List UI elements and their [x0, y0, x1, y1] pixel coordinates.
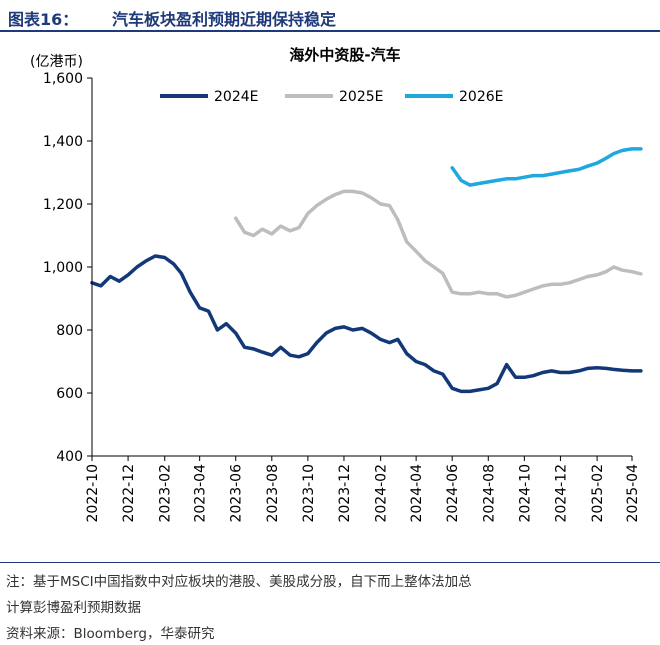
bottom-divider [0, 562, 660, 563]
top-divider [0, 30, 660, 32]
plot-area [90, 147, 643, 394]
x-tick-label: 2023-12 [337, 464, 353, 523]
y-tick-label: 600 [56, 386, 83, 402]
x-axis: 2022-10 2022-12 2023-02 2023-04 2023-06 2023-… [85, 455, 641, 523]
y-tick-label: 1,000 [43, 260, 83, 276]
x-tick-label: 2025-04 [625, 464, 641, 523]
legend-label-2026E: 2026E [459, 89, 503, 105]
x-tick-label: 2025-02 [590, 464, 606, 523]
line-chart: (亿港币) 海外中资股-汽车 2024E 2025E 2026E 400 600 800… [30, 46, 643, 523]
figure-label: 图表16： [8, 10, 79, 29]
x-tick-label: 2023-02 [158, 464, 174, 523]
legend: 2024E 2025E 2026E [160, 89, 503, 105]
x-tick-label: 2024-08 [481, 464, 497, 523]
x-tick-label: 2023-10 [301, 464, 317, 523]
y-axis: 400 600 800 1,000 1,200 1,400 1,600 [43, 71, 93, 465]
y-tick-label: 400 [56, 449, 83, 465]
source-note: 资料来源：Bloomberg，华泰研究 [6, 626, 215, 642]
y-tick-label: 1,400 [43, 134, 83, 150]
x-tick-label: 2024-06 [445, 464, 461, 523]
x-tick-label: 2024-10 [517, 464, 533, 523]
series-line-2024E [90, 254, 643, 394]
x-tick-label: 2022-10 [85, 464, 101, 523]
y-tick-label: 1,600 [43, 71, 83, 87]
legend-label-2024E: 2024E [214, 89, 258, 105]
figure-header: 图表16： 汽车板块盈利预期近期保持稳定 [0, 0, 660, 36]
series-line-2026E [450, 147, 643, 187]
note-line-1: 注：基于MSCI中国指数中对应板块的港股、美股成分股，自下而上整体法加总 [6, 574, 472, 590]
chart-title: 海外中资股-汽车 [289, 46, 400, 64]
legend-label-2025E: 2025E [339, 89, 383, 105]
series-line-2025E [233, 189, 643, 299]
x-tick-label: 2024-12 [553, 464, 569, 523]
x-tick-label: 2023-06 [229, 464, 245, 523]
x-tick-label: 2022-12 [121, 464, 137, 523]
x-tick-label: 2023-04 [193, 464, 209, 523]
y-tick-label: 800 [56, 323, 83, 339]
note-line-2: 计算彭博盈利预期数据 [6, 600, 141, 616]
x-tick-label: 2024-04 [409, 464, 425, 523]
y-tick-label: 1,200 [43, 197, 83, 213]
figure-title: 汽车板块盈利预期近期保持稳定 [112, 10, 337, 29]
x-tick-label: 2024-02 [374, 464, 390, 523]
y-axis-unit-label: (亿港币) [30, 54, 83, 70]
x-tick-label: 2023-08 [265, 464, 281, 523]
